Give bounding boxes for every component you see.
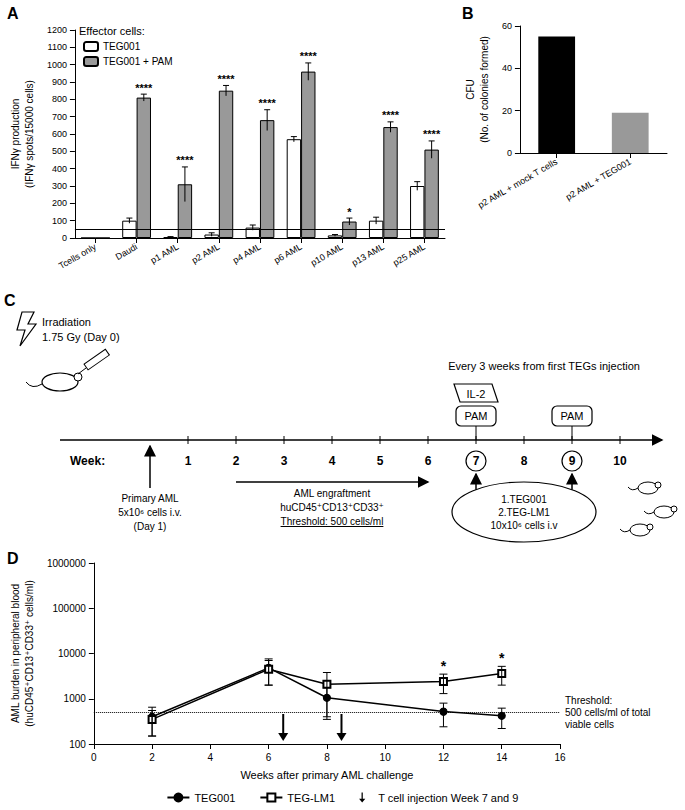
svg-text:IL-2: IL-2 [467,388,486,400]
svg-text:viable cells: viable cells [565,719,614,730]
svg-text:p25 AML: p25 AML [391,242,427,268]
svg-text:16: 16 [554,752,566,763]
svg-text:*: * [441,658,447,674]
svg-text:p2 AML + mock T cells: p2 AML + mock T cells [476,156,559,210]
svg-text:100: 100 [52,216,67,226]
svg-text:****: **** [135,82,153,94]
svg-text:****: **** [259,97,277,109]
svg-text:1: 1 [185,454,192,468]
svg-text:huCD45⁺CD13⁺CD33⁺: huCD45⁺CD13⁺CD33⁺ [280,502,384,513]
svg-text:T cell injection Week 7 and 9: T cell injection Week 7 and 9 [378,792,518,804]
svg-text:0: 0 [507,148,512,158]
svg-text:800: 800 [52,94,67,104]
svg-text:0: 0 [62,233,67,243]
svg-text:9: 9 [569,454,576,468]
svg-text:6: 6 [425,454,432,468]
svg-text:8: 8 [521,454,528,468]
svg-text:1000: 1000 [47,60,67,70]
svg-text:1100: 1100 [48,42,67,52]
svg-text:200: 200 [52,198,67,208]
svg-text:AML burden in peripheral blood: AML burden in peripheral blood [10,584,21,723]
svg-text:20: 20 [502,106,512,116]
svg-text:*: * [347,206,352,218]
svg-text:500: 500 [52,146,67,156]
svg-text:100000: 100000 [52,603,86,614]
svg-text:TEG-LM1: TEG-LM1 [287,792,335,804]
svg-text:Irradiation: Irradiation [42,316,91,328]
svg-text:Threshold:: Threshold: [565,695,612,706]
svg-text:****: **** [423,128,441,140]
svg-text:3: 3 [281,454,288,468]
svg-text:PAM: PAM [464,410,487,422]
svg-text:Daudi: Daudi [114,242,139,262]
svg-text:1.75 Gy (Day 0): 1.75 Gy (Day 0) [42,331,120,343]
svg-text:(No. of colonies formed): (No. of colonies formed) [479,36,490,143]
svg-text:PAM: PAM [560,410,583,422]
svg-text:Tcells only: Tcells only [57,241,98,271]
svg-text:2: 2 [149,752,155,763]
svg-text:IFNγ production: IFNγ production [10,99,21,170]
svg-text:100: 100 [69,739,86,750]
svg-text:14: 14 [496,752,508,763]
svg-text:1000000: 1000000 [47,558,86,569]
svg-text:4: 4 [208,752,214,763]
svg-text:p2 AML: p2 AML [190,242,221,266]
svg-text:TEG001: TEG001 [103,41,141,52]
svg-text:Primary AML: Primary AML [121,493,179,504]
svg-text:Weeks after primary AML challe: Weeks after primary AML challenge [240,769,413,781]
svg-text:60: 60 [502,21,512,31]
svg-text:(IFNγ spots/15000 cells): (IFNγ spots/15000 cells) [24,80,35,188]
svg-text:D: D [7,550,19,567]
svg-text:p4 AML: p4 AML [231,242,262,266]
svg-text:4: 4 [329,454,336,468]
svg-text:(Day 1): (Day 1) [134,521,167,532]
svg-text:****: **** [217,73,235,85]
svg-text:TEG001 + PAM: TEG001 + PAM [103,56,173,67]
svg-text:Effector cells:: Effector cells: [79,25,145,37]
svg-text:TEG001: TEG001 [194,792,235,804]
svg-text:p10 AML: p10 AML [309,242,345,268]
svg-text:8: 8 [324,752,330,763]
svg-text:40: 40 [502,63,512,73]
svg-text:10: 10 [613,454,627,468]
svg-text:p2 AML + TEG001: p2 AML + TEG001 [564,157,633,202]
svg-text:p13 AML: p13 AML [350,242,386,268]
svg-text:p6 AML: p6 AML [272,242,303,266]
svg-text:10x10⁶ cells i.v: 10x10⁶ cells i.v [491,520,558,531]
svg-text:700: 700 [52,112,67,122]
svg-text:*: * [499,650,505,666]
svg-text:C: C [4,292,16,309]
svg-text:2: 2 [233,454,240,468]
svg-text:Threshold: 500 cells/ml: Threshold: 500 cells/ml [281,516,384,527]
svg-text:900: 900 [52,77,67,87]
svg-text:6: 6 [266,752,272,763]
svg-text:0: 0 [91,752,97,763]
svg-text:B: B [462,5,474,22]
svg-text:A: A [7,5,19,22]
svg-text:****: **** [176,154,194,166]
svg-text:(huCD45⁺CD13⁺CD33⁺ cells/ml): (huCD45⁺CD13⁺CD33⁺ cells/ml) [24,580,35,726]
svg-text:****: **** [300,50,318,62]
svg-text:300: 300 [52,181,67,191]
svg-text:7: 7 [473,454,480,468]
svg-text:1000: 1000 [64,693,87,704]
svg-text:12: 12 [438,752,450,763]
svg-text:p1 AML: p1 AML [149,242,180,266]
svg-text:Every 3 weeks from first TEGs: Every 3 weeks from first TEGs injection [448,360,640,372]
svg-text:5x10⁶ cells i.v.: 5x10⁶ cells i.v. [118,507,181,518]
svg-text:10: 10 [380,752,392,763]
svg-text:400: 400 [52,164,67,174]
svg-text:****: **** [382,109,400,121]
svg-text:5: 5 [377,454,384,468]
svg-text:500 cells/ml of total: 500 cells/ml of total [565,707,651,718]
svg-text:Week:: Week: [70,454,105,468]
svg-text:1200: 1200 [47,25,67,35]
svg-text:1.TEG001: 1.TEG001 [501,494,547,505]
svg-text:10000: 10000 [58,648,86,659]
svg-text:CFU: CFU [465,79,476,100]
svg-text:600: 600 [52,129,67,139]
svg-text:2.TEG-LM1: 2.TEG-LM1 [498,507,550,518]
svg-text:AML engraftment: AML engraftment [294,488,371,499]
